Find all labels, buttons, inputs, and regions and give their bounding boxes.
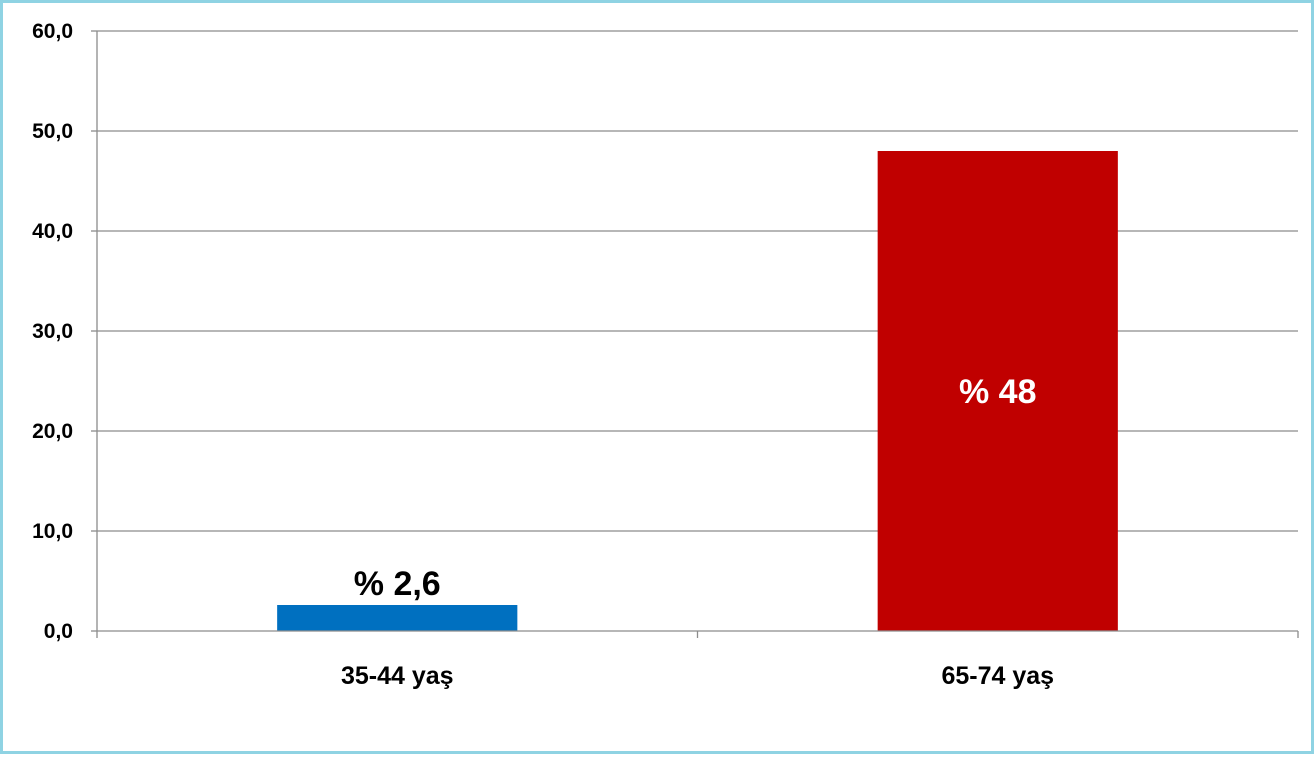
y-tick-label: 50,0 bbox=[32, 120, 73, 143]
bar-chart: 0,0 10,0 20,0 30,0 40,0 50,0 60,0 35-44 yaş % 2,… bbox=[32, 20, 1299, 690]
y-tick-label: 10,0 bbox=[32, 520, 73, 543]
axes bbox=[91, 30, 1299, 638]
bars bbox=[277, 151, 1118, 631]
bar-2 bbox=[877, 151, 1118, 631]
bar-1 bbox=[277, 605, 518, 631]
y-tick-label: 60,0 bbox=[32, 20, 73, 43]
labels: 0,0 10,0 20,0 30,0 40,0 50,0 60,0 35-44 yaş % 2,… bbox=[32, 20, 1054, 690]
x-category-label: 35-44 yaş bbox=[341, 662, 454, 690]
y-tick-label: 30,0 bbox=[32, 320, 73, 343]
y-tick-label: 0,0 bbox=[44, 620, 73, 643]
x-category-label: 65-74 yaş bbox=[941, 662, 1054, 690]
data-label: % 2,6 bbox=[354, 565, 441, 603]
y-tick-label: 40,0 bbox=[32, 220, 73, 243]
data-label: % 48 bbox=[959, 373, 1037, 411]
y-tick-label: 20,0 bbox=[32, 420, 73, 443]
